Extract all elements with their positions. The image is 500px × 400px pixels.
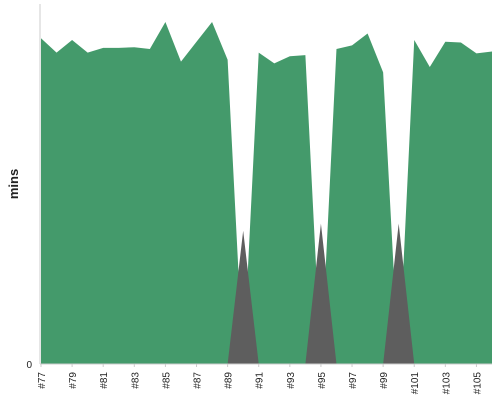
x-tick-label: #77 [37, 372, 48, 389]
x-tick-label: #89 [224, 372, 235, 389]
x-tick-label: #101 [410, 372, 421, 395]
x-tick-label: #87 [193, 372, 204, 389]
x-tick-label: #97 [348, 372, 359, 389]
x-tick-label: #103 [441, 372, 452, 395]
y-tick-label: 0 [26, 360, 32, 371]
series-area-1 [41, 22, 492, 364]
x-tick-label: #81 [99, 372, 110, 389]
series-area-2 [41, 223, 492, 364]
x-tick-label: #85 [161, 372, 172, 389]
x-tick-label: #93 [286, 372, 297, 389]
x-tick-label: #79 [68, 372, 79, 389]
x-tick-label: #91 [255, 372, 266, 389]
x-tick-label: #95 [317, 372, 328, 389]
x-tick-label: #105 [472, 372, 483, 395]
plot-area [41, 22, 492, 364]
x-tick-label: #99 [379, 372, 390, 389]
x-tick-label: #83 [130, 372, 141, 389]
y-axis-label: mins [6, 169, 21, 199]
x-axis-ticks: #77 #79 #81 #83 #85 #87 #89 #91 #93 #95 #97 #99 #101… [37, 364, 483, 394]
